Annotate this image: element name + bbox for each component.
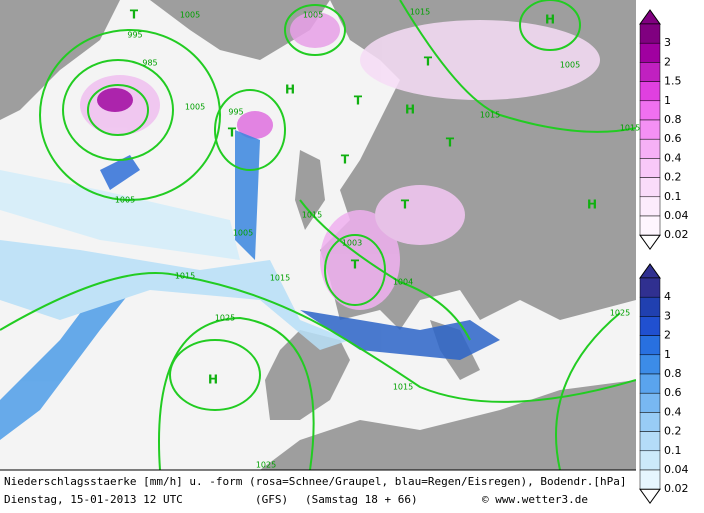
colorbar-cell — [639, 296, 661, 317]
pressure-center: H — [545, 13, 555, 27]
colorbar-cell — [639, 431, 661, 452]
isobar-label: 1005 — [560, 61, 580, 70]
pressure-center: T — [341, 153, 350, 167]
colorbar-cell — [639, 62, 661, 82]
pressure-center: T — [424, 55, 433, 69]
colorbar-label: 0.04 — [664, 463, 689, 476]
colorbar-label: 0.04 — [664, 209, 689, 222]
isobar-label: 1025 — [256, 461, 276, 470]
colorbar-label: 0.2 — [664, 171, 682, 184]
pressure-center: H — [285, 83, 295, 97]
colorbar-label: 1 — [664, 348, 671, 361]
isobar-label: 1005 — [233, 229, 253, 238]
colorbar-label: 2 — [664, 55, 671, 68]
colorbar-cell — [639, 81, 661, 102]
footer-run: (Samstag 18 + 66) — [305, 493, 418, 506]
colorbar-cell — [639, 177, 661, 198]
footer-model: (GFS) — [255, 493, 288, 506]
colorbar-label: 0.6 — [664, 386, 682, 399]
colorbar-cell — [639, 23, 661, 44]
isobar-label: 1005 — [185, 103, 205, 112]
colorbar-cell — [639, 354, 661, 375]
isobar-label: 1015 — [480, 111, 500, 120]
isobars — [0, 0, 637, 471]
colorbar-cell — [639, 138, 661, 159]
colorbar-cell — [639, 373, 661, 394]
pressure-center: T — [130, 8, 139, 22]
pressure-center: T — [354, 94, 363, 108]
colorbar-label: 1.5 — [664, 75, 682, 88]
rain-precipitation — [0, 130, 500, 440]
colorbar-cell — [639, 412, 661, 432]
isobar-label: 1005 — [180, 11, 200, 20]
isobar-label: 1015 — [410, 8, 430, 17]
colorbar-label: 0.1 — [664, 444, 682, 457]
colorbar-label: 0.2 — [664, 425, 682, 438]
colorbar-label: 2 — [664, 329, 671, 342]
colorbar-label: 0.1 — [664, 190, 682, 203]
pressure-center: T — [228, 126, 237, 140]
footer-description: Niederschlagsstaerke [mm/h] u. -form (ro… — [4, 475, 627, 488]
colorbar-cell — [639, 392, 661, 413]
isobar-label: 1015 — [270, 274, 290, 283]
isobar-label: 995 — [228, 108, 243, 117]
pressure-center: T — [446, 136, 455, 150]
pressure-center: H — [208, 373, 218, 387]
pressure-center: T — [351, 258, 360, 272]
colorbar-label: 4 — [664, 290, 671, 303]
isobar-label: 1015 — [302, 211, 322, 220]
colorbar-cell — [639, 158, 661, 178]
colorbar-label: 1 — [664, 94, 671, 107]
colorbar-cell — [639, 42, 661, 63]
colorbar-cell — [639, 316, 661, 336]
colorbar-label: 0.8 — [664, 367, 682, 380]
isobar-label: 1025 — [215, 314, 235, 323]
colorbar-arrow — [639, 234, 661, 251]
footer-bg — [0, 470, 704, 513]
isobar-label: 1025 — [610, 309, 630, 318]
footer-date: Dienstag, 15-01-2013 12 UTC — [4, 493, 183, 506]
isobar-label: 1015 — [393, 383, 413, 392]
isobar-label: 1004 — [393, 278, 413, 287]
isobar-label: 1015 — [620, 124, 640, 133]
footer-credit: © www.wetter3.de — [482, 493, 588, 506]
colorbar-arrow — [639, 488, 661, 505]
colorbar-label: 3 — [664, 309, 671, 322]
colorbar-cell — [639, 469, 661, 490]
colorbar-cell — [639, 100, 661, 121]
pressure-center: H — [587, 198, 597, 212]
colorbar-label: 0.02 — [664, 482, 689, 495]
colorbar-cell — [639, 277, 661, 298]
colorbar-cell — [639, 450, 661, 471]
isobar-label: 1005 — [303, 11, 323, 20]
colorbar-label: 0.02 — [664, 228, 689, 241]
colorbar-label: 0.6 — [664, 132, 682, 145]
colorbar-label: 0.4 — [664, 405, 682, 418]
isobar-label: 995 — [127, 31, 142, 40]
colorbar-cell — [639, 196, 661, 217]
colorbar-label: 0.4 — [664, 151, 682, 164]
pressure-center: T — [401, 198, 410, 212]
pressure-center: H — [405, 103, 415, 117]
isobar-label: 985 — [142, 59, 157, 68]
colorbar-cell — [639, 215, 661, 236]
isobar-label: 1003 — [342, 239, 362, 248]
isobar-label: 1005 — [115, 196, 135, 205]
colorbar-label: 0.8 — [664, 113, 682, 126]
colorbar-cell — [639, 119, 661, 140]
colorbar-label: 3 — [664, 36, 671, 49]
isobar-label: 1015 — [175, 272, 195, 281]
colorbar-cell — [639, 335, 661, 356]
